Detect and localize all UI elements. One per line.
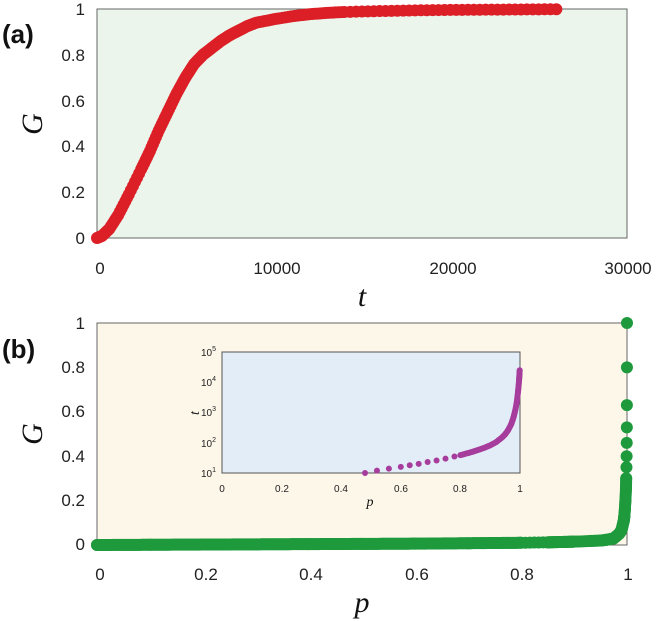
inset-ytick: 105: [201, 346, 216, 359]
panel-b-xtick: 0.2: [194, 565, 218, 584]
panel-a-data-point: [550, 3, 563, 16]
panel-b-data-point: [250, 538, 262, 551]
inset-xtick: 0.2: [275, 484, 289, 495]
inset-ylabel: t: [188, 410, 203, 415]
panel-b-data-point: [620, 436, 633, 449]
panel-a-xtick: 10000: [253, 259, 300, 278]
panel-a-xtick: 30000: [604, 259, 651, 278]
inset-ytick: 104: [201, 376, 216, 389]
panel-b-data-point: [197, 538, 209, 551]
panel-a-label: (a): [2, 19, 34, 49]
panel-b-xtick: 0.6: [405, 565, 429, 584]
panel-b-label: (b): [2, 334, 35, 364]
panel-a-plot-area: [96, 8, 628, 239]
panel-b-data-point: [620, 450, 633, 463]
panel-a-ylabel: G: [16, 113, 49, 135]
panel-a-ytick: 0.4: [61, 137, 85, 156]
inset-data-point: [451, 453, 458, 460]
inset-series: [362, 367, 523, 476]
panel-a: (a) 0 0.2 0.4 0.6 0.8 1 0 10000 20000 30…: [2, 0, 652, 313]
inset-xtick: 0.6: [394, 484, 408, 495]
inset-xtick: 1: [517, 484, 523, 495]
panel-b-xtick: 0.4: [299, 565, 323, 584]
panel-a-xlabel: t: [358, 280, 367, 313]
panel-a-xtick: 0: [95, 259, 104, 278]
inset-xtick: 0.4: [334, 484, 348, 495]
inset-data-point: [442, 455, 449, 462]
panel-a-series: [91, 3, 563, 244]
inset-data-point: [424, 459, 431, 466]
panel-b-data-point: [515, 536, 527, 549]
panel-b-xtick: 0.8: [510, 565, 534, 584]
panel-a-ytick: 0.8: [61, 46, 85, 65]
panel-b-xtick: 1: [623, 565, 632, 584]
panel-b-data-point: [144, 538, 156, 551]
inset-data-point: [406, 462, 413, 469]
panel-b: (b) 0 0.2 0.4 0.6 0.8 1 0 0.2 0.4 0.6 0.…: [2, 314, 633, 619]
panel-b-ytick: 0.6: [61, 402, 85, 421]
panel-a-ytick: 0: [76, 229, 85, 248]
panel-b-data-point: [620, 399, 633, 412]
panel-b-data-point: [409, 537, 421, 550]
panel-b-data-point: [620, 461, 633, 474]
panel-b-xtick: 0: [95, 565, 104, 584]
inset-data-point: [415, 460, 422, 467]
panel-b-data-point: [620, 472, 633, 485]
panel-b-ytick: 0: [76, 535, 85, 554]
panel-b-xlabel: p: [353, 586, 370, 619]
inset-xtick: 0: [219, 484, 225, 495]
inset-data-point: [362, 470, 369, 476]
panel-b-data-point: [619, 483, 632, 496]
panel-b-data-point: [620, 361, 633, 374]
panel-b-data-point: [303, 538, 315, 551]
panel-a-ytick: 1: [76, 0, 85, 19]
panel-b-data-point: [620, 421, 633, 434]
inset-ytick: 101: [201, 467, 216, 480]
panel-b-data-point: [583, 535, 596, 548]
panel-b-data-point: [91, 539, 103, 551]
inset-xlabel: p: [366, 495, 374, 510]
inset-xtick: 0.8: [453, 484, 467, 495]
panel-a-ytick: 0.6: [61, 92, 85, 111]
panel-a-ytick: 0.2: [61, 183, 85, 202]
panel-b-data-point: [568, 535, 580, 548]
panel-b-data-point: [462, 537, 474, 550]
inset-plot-area: [221, 351, 521, 474]
inset-ytick: 102: [201, 437, 216, 450]
panel-b-data-point: [356, 537, 368, 550]
inset-data-point: [397, 463, 404, 470]
panel-b-ytick: 0.4: [61, 447, 85, 466]
panel-b-data-point: [619, 494, 632, 507]
inset-data-point: [385, 465, 392, 472]
panel-b-data-point: [618, 503, 631, 516]
inset-data-point-trail: [516, 368, 523, 375]
inset-data-point: [373, 467, 380, 474]
panel-b-ytick: 1: [76, 314, 85, 333]
inset-ytick: 103: [201, 406, 216, 419]
panel-a-xtick: 20000: [429, 259, 476, 278]
panel-b-data-point: [621, 317, 633, 329]
panel-b-ylabel: G: [16, 423, 49, 445]
panel-b-series: [91, 317, 633, 551]
panel-b-ytick: 0.8: [61, 358, 85, 377]
panel-b-ytick: 0.2: [61, 491, 85, 510]
panel-b-data-point: [541, 536, 554, 549]
inset: 101 102 103 104 105 0 0.2 0.4 0.6 0.8 1 …: [188, 346, 523, 510]
inset-data-point: [433, 457, 440, 464]
